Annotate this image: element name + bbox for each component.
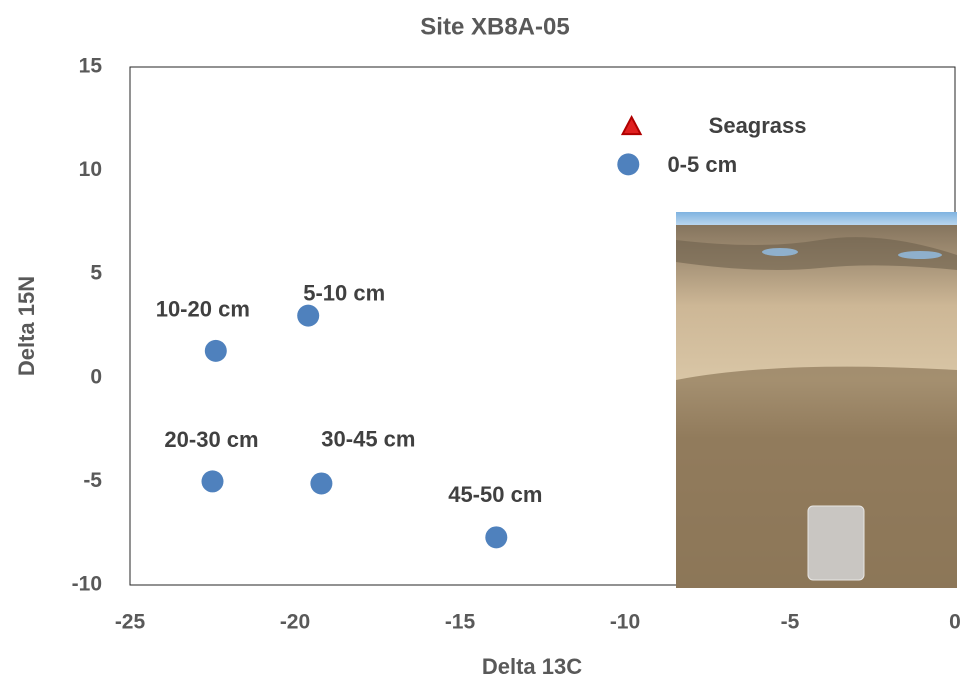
data-label: 0-5 cm [667, 152, 737, 177]
x-tick-label: -10 [610, 611, 640, 634]
x-tick-label: -15 [445, 611, 476, 634]
chart-title: Site XB8A-05 [420, 13, 569, 40]
y-tick-label: 15 [79, 55, 103, 78]
data-label: 45-50 cm [448, 482, 542, 507]
sample-point [617, 153, 640, 176]
data-label: 20-30 cm [164, 427, 258, 452]
y-tick-label: 5 [90, 262, 102, 285]
data-label: 10-20 cm [156, 297, 250, 322]
y-tick-label: 0 [90, 365, 102, 388]
data-label: 5-10 cm [303, 280, 385, 305]
photo-inset [676, 212, 957, 588]
sample-point [485, 526, 508, 549]
x-tick-label: 0 [949, 611, 961, 634]
sample-point [201, 470, 224, 493]
y-tick-label: -5 [83, 469, 102, 492]
x-axis-label: Delta 13C [482, 654, 582, 679]
y-axis-label: Delta 15N [14, 276, 39, 376]
sample-point [310, 472, 333, 495]
x-tick-label: -5 [781, 611, 800, 634]
x-tick-label: -20 [280, 611, 310, 634]
y-tick-label: 10 [79, 158, 102, 181]
sample-point [204, 339, 227, 362]
y-tick-label: -10 [72, 573, 102, 596]
data-label: Seagrass [709, 113, 807, 138]
x-tick-label: -25 [115, 611, 146, 634]
data-label: 30-45 cm [321, 426, 415, 451]
sample-point [297, 304, 320, 327]
seagrass-point [620, 114, 643, 136]
